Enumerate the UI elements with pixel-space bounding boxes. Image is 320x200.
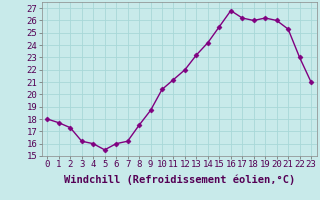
X-axis label: Windchill (Refroidissement éolien,°C): Windchill (Refroidissement éolien,°C) (64, 175, 295, 185)
